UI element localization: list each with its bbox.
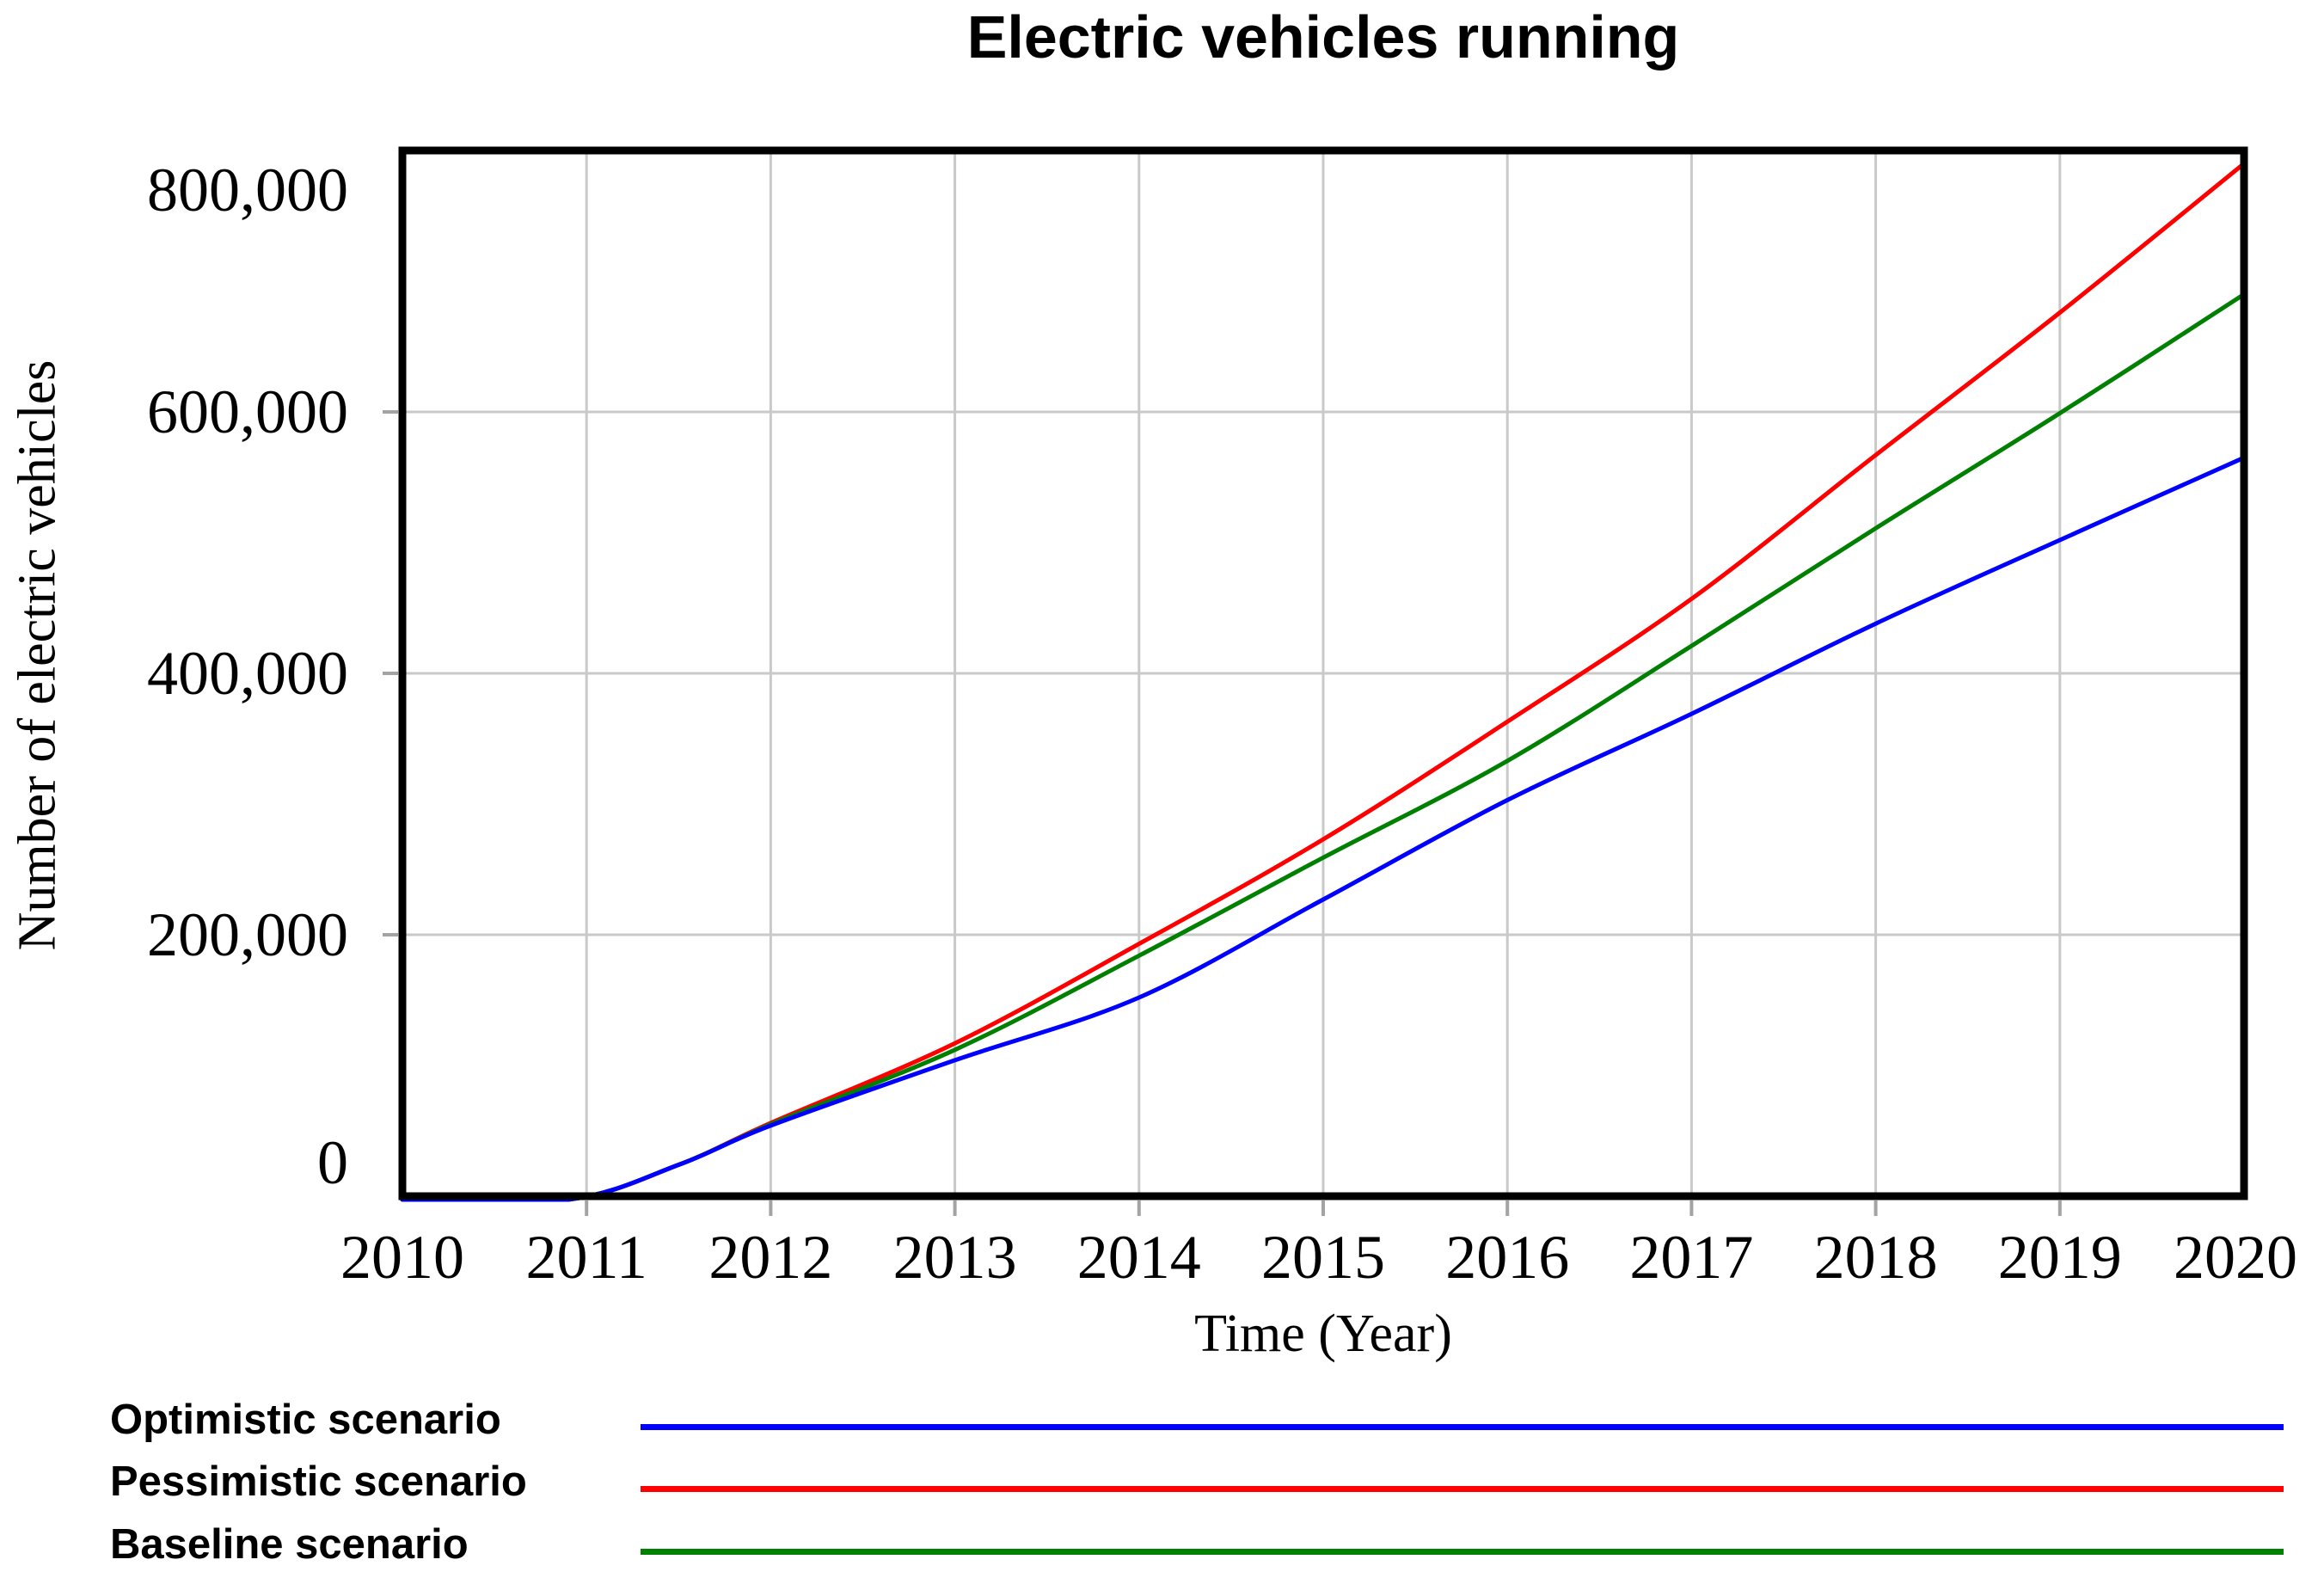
legend-label-optimistic-scenario: Optimistic scenario — [110, 1397, 501, 1443]
x-tick-label-2019: 2019 — [1997, 1223, 2122, 1292]
x-axis-title: Time (Year) — [1194, 1305, 1452, 1363]
y-tick-label-600000: 600,000 — [147, 378, 348, 446]
y-tick-label-400000: 400,000 — [147, 639, 348, 708]
x-tick-label-2013: 2013 — [892, 1223, 1017, 1292]
x-tick-label-2016: 2016 — [1445, 1223, 1570, 1292]
x-tick-label-2012: 2012 — [708, 1223, 833, 1292]
x-tick-label-2018: 2018 — [1813, 1223, 1938, 1292]
legend-line-optimistic-scenario — [641, 1424, 2284, 1430]
chart-title: Electric vehicles running — [966, 3, 1680, 71]
legend-line-baseline-scenario — [641, 1549, 2284, 1555]
plot-area — [383, 146, 2248, 1216]
y-tick-label-0: 0 — [317, 1128, 348, 1197]
plot-frame — [398, 146, 2248, 1200]
series-line-optimistic-scenario — [400, 455, 2247, 1202]
x-tick-label-2015: 2015 — [1261, 1223, 1385, 1292]
x-tick-label-2011: 2011 — [525, 1223, 647, 1292]
legend-line-pessimistic-scenario — [641, 1486, 2284, 1492]
legend-label-baseline-scenario: Baseline scenario — [110, 1521, 469, 1568]
x-tick-label-2010: 2010 — [340, 1223, 464, 1292]
legend-label-pessimistic-scenario: Pessimistic scenario — [110, 1458, 527, 1505]
y-tick-label-800000: 800,000 — [147, 156, 348, 224]
x-tick-label-2017: 2017 — [1629, 1223, 1754, 1292]
y-tick-label-200000: 200,000 — [147, 900, 348, 969]
x-tick-label-2020: 2020 — [2174, 1223, 2297, 1292]
x-tick-label-2014: 2014 — [1076, 1223, 1201, 1292]
